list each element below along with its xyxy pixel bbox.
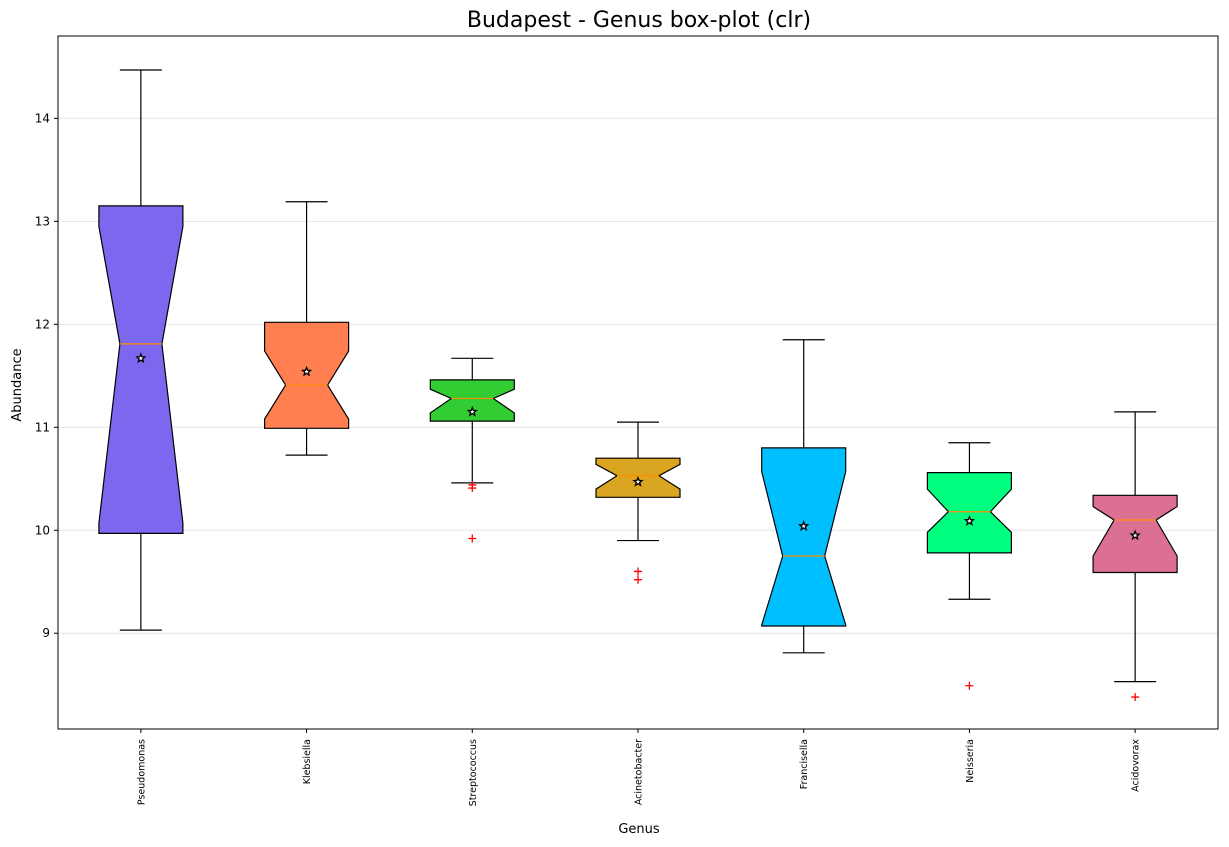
box-francisella bbox=[761, 447, 847, 627]
outlier-marker bbox=[634, 575, 642, 584]
x-axis-label: Genus bbox=[618, 822, 660, 837]
x-tick-label: Streptococcus bbox=[468, 739, 479, 806]
mean-marker bbox=[135, 352, 147, 364]
box-group-francisella bbox=[761, 339, 847, 654]
box-neisseria bbox=[926, 472, 1013, 554]
box-group-streptococcus bbox=[429, 357, 515, 543]
y-tick-label: 10 bbox=[35, 523, 50, 537]
mean-marker bbox=[797, 520, 810, 531]
box-group-pseudomonas bbox=[98, 69, 184, 631]
box-group-acinetobacter bbox=[595, 421, 681, 584]
boxes-layer bbox=[98, 69, 1178, 702]
box-group-neisseria bbox=[926, 442, 1013, 690]
box-streptococcus bbox=[429, 379, 515, 422]
outlier-marker bbox=[1131, 693, 1140, 702]
box-group-acidovorax bbox=[1092, 411, 1178, 702]
box-pseudomonas bbox=[98, 205, 184, 535]
x-tick-label: Francisella bbox=[799, 739, 810, 789]
y-tick-label: 11 bbox=[35, 420, 50, 434]
mean-marker bbox=[963, 515, 976, 526]
y-axis-label: Abundance bbox=[10, 348, 25, 421]
x-tick-label: Neisseria bbox=[965, 739, 976, 783]
y-tick-label: 13 bbox=[35, 214, 50, 228]
grid-lines bbox=[58, 117, 1218, 634]
mean-marker bbox=[300, 365, 313, 377]
outlier-marker bbox=[468, 534, 477, 543]
outlier-marker bbox=[965, 681, 974, 690]
axes-layer: 9 10 11 12 13 14 Pseudomonas Klebsiella Streptoc… bbox=[35, 35, 1219, 806]
plot-frame bbox=[57, 35, 1219, 730]
y-tick-label: 12 bbox=[35, 317, 50, 331]
x-tick-label: Pseudomonas bbox=[136, 739, 147, 805]
mean-marker bbox=[1129, 529, 1141, 541]
box-klebsiella bbox=[264, 321, 350, 429]
box-group-klebsiella bbox=[264, 201, 350, 456]
chart-title: Budapest - Genus box-plot (clr) bbox=[467, 8, 811, 33]
x-tick-label: Acidovorax bbox=[1131, 739, 1142, 792]
outlier-marker bbox=[634, 567, 642, 576]
x-tick-label: Klebsiella bbox=[302, 739, 313, 784]
mean-marker bbox=[466, 405, 479, 417]
outlier-marker bbox=[468, 484, 477, 493]
y-tick-label: 14 bbox=[35, 111, 50, 125]
y-tick-label: 9 bbox=[42, 626, 50, 640]
x-tick-label: Acinetobacter bbox=[634, 739, 645, 805]
mean-marker bbox=[632, 475, 644, 487]
